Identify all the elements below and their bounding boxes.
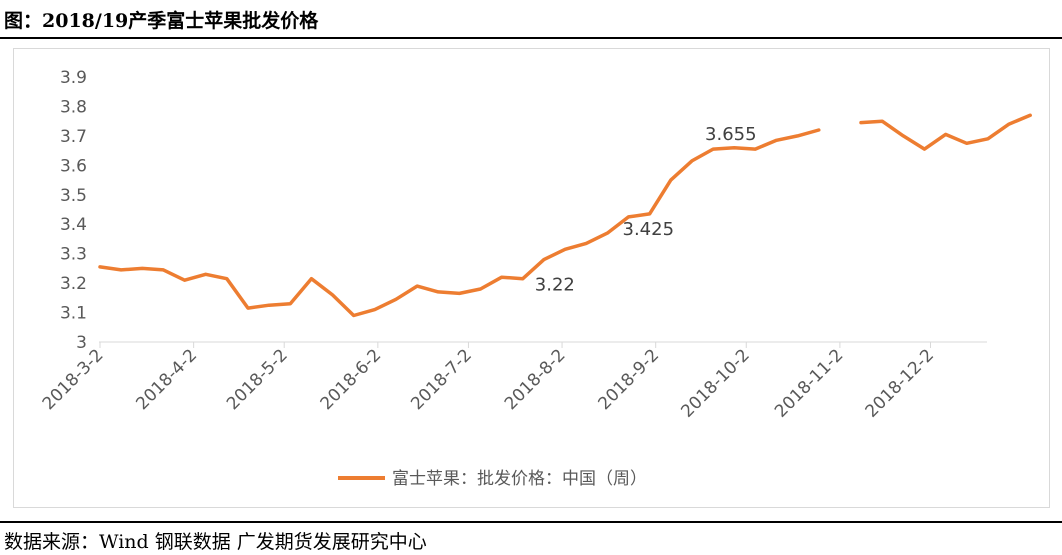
y-tick-label: 3.9 xyxy=(60,68,87,88)
chart-frame xyxy=(13,48,1050,508)
y-tick-label: 3.3 xyxy=(60,245,87,265)
x-tick-label: 2018-3-2 xyxy=(39,345,108,414)
source-note: 数据来源：Wind 钢联数据 广发期货发展研究中心 xyxy=(4,531,427,553)
x-tick-label: 2018-11-2 xyxy=(771,345,847,421)
x-tick-label: 2018-4-2 xyxy=(132,345,201,414)
source-rule xyxy=(0,521,1062,523)
y-tick-label: 3.7 xyxy=(60,127,87,147)
title-rule xyxy=(0,37,1062,39)
y-tick-label: 3.1 xyxy=(60,304,87,324)
x-tick-label: 2018-9-2 xyxy=(595,345,664,414)
price-series-line xyxy=(98,128,821,318)
y-tick-label: 3.6 xyxy=(60,156,87,176)
figure-title: 图：2018/19产季富士苹果批发价格 xyxy=(4,10,319,32)
price-series-line xyxy=(859,113,1032,151)
data-label: 3.22 xyxy=(535,275,575,296)
x-tick-label: 2018-6-2 xyxy=(317,345,386,414)
y-tick-label: 3.5 xyxy=(60,186,87,206)
y-tick-label: 3.2 xyxy=(60,274,87,294)
legend-label: 富士苹果：批发价格：中国（周） xyxy=(392,469,647,489)
y-tick-label: 3.4 xyxy=(60,215,87,235)
x-tick-label: 2018-10-2 xyxy=(677,345,753,421)
y-tick-label: 3.8 xyxy=(60,97,87,117)
x-tick-label: 2018-7-2 xyxy=(407,345,476,414)
x-tick-label: 2018-5-2 xyxy=(223,345,292,414)
y-tick-label: 3 xyxy=(76,333,87,353)
x-tick-label: 2018-12-2 xyxy=(862,345,938,421)
data-label: 3.425 xyxy=(623,219,675,240)
x-tick-label: 2018-8-2 xyxy=(501,345,570,414)
data-label: 3.655 xyxy=(705,124,757,145)
